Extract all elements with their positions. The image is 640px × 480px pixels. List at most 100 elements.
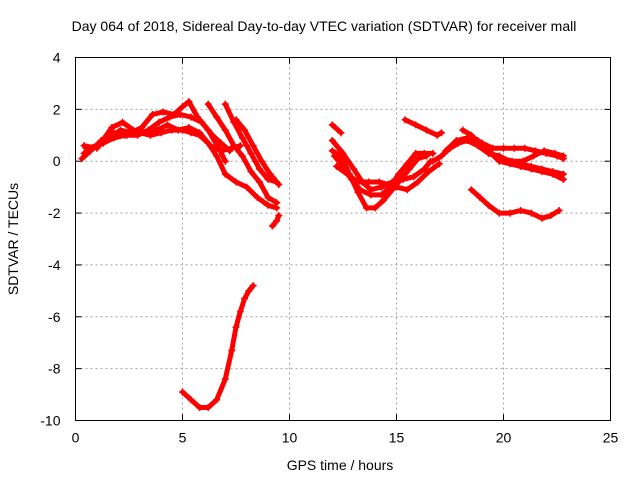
y-tick-label: -10	[40, 413, 60, 429]
data-series	[328, 121, 345, 137]
data-series	[78, 126, 281, 212]
data-point	[559, 152, 567, 160]
data-point	[549, 170, 557, 178]
x-tick-label: 20	[496, 430, 512, 446]
data-point	[196, 404, 204, 412]
x-axis-label: GPS time / hours	[287, 457, 394, 473]
data-point	[395, 170, 403, 178]
data-point	[380, 196, 388, 204]
data-point	[221, 170, 229, 178]
data-point	[179, 126, 186, 134]
data-point	[185, 98, 193, 106]
x-tick-label: 15	[389, 430, 405, 446]
data-point	[232, 323, 240, 331]
data-point	[485, 201, 493, 209]
data-point	[136, 129, 144, 137]
data-point	[442, 147, 450, 155]
data-point	[378, 191, 386, 199]
data-point	[540, 147, 548, 155]
data-point	[110, 129, 118, 137]
series-trace	[402, 117, 444, 138]
data-point	[354, 178, 362, 186]
data-point	[119, 118, 127, 126]
data-point	[330, 152, 338, 160]
data-point	[517, 206, 525, 214]
data-point	[247, 149, 255, 157]
data-point	[337, 129, 345, 137]
data-point	[155, 118, 163, 126]
data-point	[363, 204, 371, 212]
data-point	[221, 100, 229, 108]
data-point	[538, 214, 546, 222]
data-point	[273, 199, 281, 207]
data-point	[412, 121, 420, 129]
data-point	[433, 131, 441, 139]
data-point	[273, 217, 281, 225]
data-point	[264, 194, 272, 202]
data-point	[108, 124, 116, 132]
data-point	[529, 152, 537, 160]
data-point	[232, 116, 240, 124]
data-point	[517, 162, 525, 170]
data-point	[328, 121, 336, 129]
data-series	[459, 126, 567, 165]
data-point	[467, 186, 475, 194]
data-point	[397, 175, 405, 183]
data-point	[356, 186, 364, 194]
data-point	[459, 136, 467, 144]
data-point	[256, 178, 264, 186]
data-point	[476, 194, 484, 202]
y-tick-label: -8	[48, 361, 61, 377]
data-point	[157, 129, 165, 137]
data-point	[555, 206, 563, 214]
data-point	[410, 173, 418, 181]
data-point	[80, 142, 88, 150]
data-point	[538, 168, 546, 176]
data-point	[236, 142, 244, 150]
data-point	[429, 149, 437, 157]
x-tick-label: 5	[179, 430, 187, 446]
data-point	[228, 346, 236, 354]
data-point	[213, 152, 221, 160]
data-point	[420, 149, 428, 157]
data-point	[164, 121, 172, 129]
data-point	[221, 375, 229, 383]
data-point	[365, 178, 373, 186]
data-point	[414, 155, 422, 163]
data-point	[333, 162, 341, 170]
data-point	[420, 165, 428, 173]
data-point	[256, 165, 264, 173]
y-tick-label: 0	[53, 153, 61, 169]
data-point	[521, 144, 529, 152]
data-point	[422, 126, 430, 134]
x-tick-label: 25	[603, 430, 619, 446]
data-point	[97, 136, 105, 144]
data-point	[170, 111, 178, 119]
data-point	[405, 165, 413, 173]
series-trace	[329, 122, 344, 136]
y-tick-label: -6	[48, 309, 61, 325]
data-point	[78, 155, 86, 163]
data-point	[275, 212, 283, 220]
data-point	[221, 157, 229, 165]
data-point	[264, 175, 272, 183]
axis-ticks: 0 5 10 15 20 25 -10 -8 -6 -4 -2 0 2 4	[40, 50, 618, 446]
data-series	[467, 186, 563, 222]
data-point	[527, 165, 535, 173]
data-point	[146, 131, 154, 139]
data-point	[547, 212, 555, 220]
data-point	[403, 160, 411, 168]
data-point	[467, 131, 475, 139]
data-point	[253, 194, 261, 202]
data-point	[266, 170, 274, 178]
data-point	[236, 308, 244, 316]
data-point	[384, 181, 392, 189]
data-point	[217, 147, 225, 155]
series-trace	[180, 283, 256, 410]
y-tick-label: 4	[53, 50, 61, 66]
series-trace	[233, 117, 282, 187]
data-point	[245, 287, 253, 295]
data-point	[478, 142, 486, 150]
